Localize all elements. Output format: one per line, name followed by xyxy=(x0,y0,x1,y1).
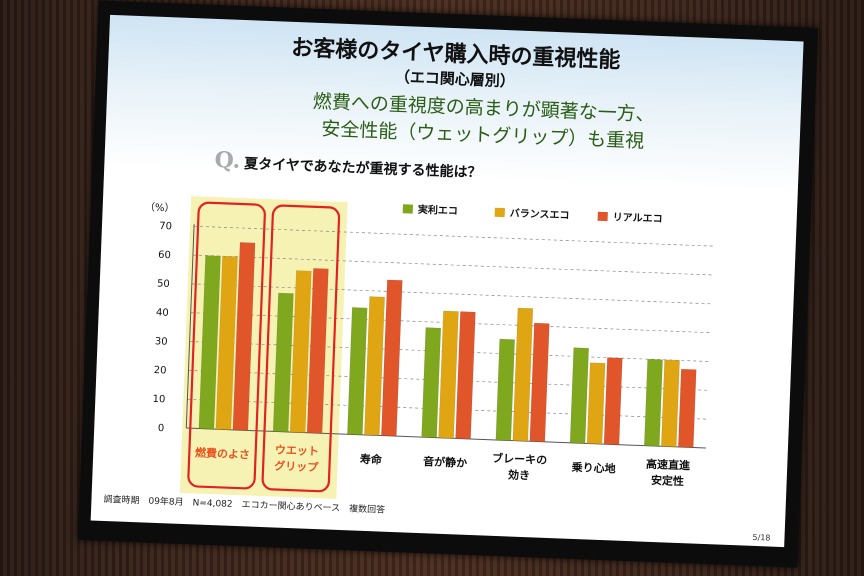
category-highlight-box xyxy=(187,201,266,490)
y-tick-label: 40 xyxy=(156,307,169,318)
y-tick-label: 50 xyxy=(157,279,170,290)
category-label: 音が静か xyxy=(423,454,468,470)
bar xyxy=(306,268,329,434)
legend-swatch xyxy=(494,207,505,218)
category-label: 寿命 xyxy=(360,452,384,467)
y-unit-label: （%） xyxy=(145,201,175,214)
bar xyxy=(512,307,534,442)
category-label: グリップ xyxy=(274,458,320,474)
legend-swatch xyxy=(402,204,414,214)
category-label: ブレーキの xyxy=(492,451,547,467)
bar xyxy=(364,296,385,436)
bar xyxy=(289,270,312,433)
category-label: 乗り心地 xyxy=(571,460,616,476)
bar xyxy=(347,307,368,436)
y-tick-label: 70 xyxy=(159,221,172,232)
bar xyxy=(438,310,459,439)
category-highlight-box xyxy=(261,204,341,493)
bar xyxy=(198,255,221,430)
bar xyxy=(603,357,623,445)
category-label: 効き xyxy=(508,467,531,482)
legend-swatch xyxy=(597,211,608,222)
bar xyxy=(644,358,663,447)
page-number: 5/18 xyxy=(752,532,771,543)
bar xyxy=(678,368,697,448)
bar xyxy=(586,362,606,445)
legend-label: 実利エコ xyxy=(418,203,458,218)
gridline xyxy=(192,254,713,276)
bar xyxy=(569,347,589,444)
y-tick-label: 0 xyxy=(158,423,165,434)
slide: お客様のタイヤ購入時の重視性能 （エコ関心層別） 燃費への重視度の高まりが顕著な… xyxy=(90,14,804,548)
bar xyxy=(495,338,515,441)
bar xyxy=(272,292,294,433)
bar xyxy=(215,255,238,431)
category-label: 高速直進 xyxy=(646,457,692,473)
bar xyxy=(455,311,476,440)
gridline xyxy=(191,283,712,305)
category-label: ウエット xyxy=(275,443,319,458)
category-label: 安定性 xyxy=(651,473,685,488)
bar xyxy=(421,327,442,438)
projector-screen-frame: お客様のタイヤ購入時の重視性能 （エコ関心層別） 燃費への重視度の高まりが顕著な… xyxy=(77,0,819,568)
bar xyxy=(381,279,403,437)
bar xyxy=(661,359,680,448)
y-tick-label: 10 xyxy=(152,394,165,405)
y-tick-label: 30 xyxy=(155,336,168,347)
category-label: 燃費のよさ xyxy=(194,445,250,461)
y-tick-label: 60 xyxy=(158,250,171,261)
bar xyxy=(232,242,256,431)
y-tick-label: 20 xyxy=(154,365,167,376)
gridline xyxy=(194,225,714,247)
legend-label: バランスエコ xyxy=(510,207,570,221)
y-axis-line xyxy=(185,224,195,429)
legend-label: リアルエコ xyxy=(612,211,662,225)
bar xyxy=(529,322,550,443)
